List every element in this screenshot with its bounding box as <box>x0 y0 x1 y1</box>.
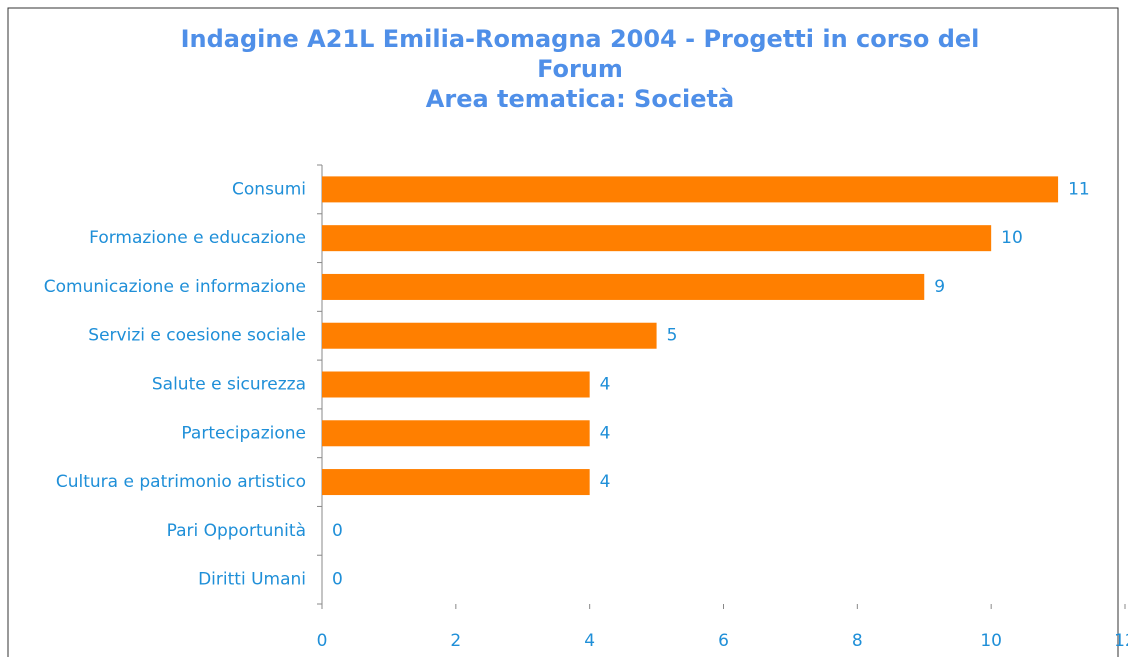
bar <box>322 322 657 349</box>
value-label: 4 <box>600 375 611 395</box>
y-tick-label: Servizi e coesione sociale <box>88 326 306 346</box>
y-tick-label: Consumi <box>232 179 306 199</box>
value-label: 0 <box>332 521 343 541</box>
chart-subtitle: Area tematica: Società <box>425 85 735 113</box>
x-tick-label: 2 <box>450 631 461 651</box>
x-tick-label: 10 <box>980 631 1002 651</box>
chart-title-block: Indagine A21L Emilia-Romagna 2004 - Prog… <box>160 24 1000 114</box>
x-tick-label: 0 <box>317 631 328 651</box>
value-label: 10 <box>1001 228 1023 248</box>
y-tick-label: Partecipazione <box>181 423 306 443</box>
y-tick-label: Cultura e patrimonio artistico <box>56 472 306 492</box>
y-tick-label: Comunicazione e informazione <box>44 277 306 297</box>
value-label: 5 <box>667 326 678 346</box>
chart-title: Indagine A21L Emilia-Romagna 2004 - Prog… <box>180 25 980 83</box>
bar <box>322 371 590 398</box>
x-tick-label: 12 <box>1114 631 1128 651</box>
y-tick-label: Salute e sicurezza <box>152 375 306 395</box>
x-tick-label: 6 <box>718 631 729 651</box>
x-tick-label: 4 <box>584 631 595 651</box>
bar <box>322 273 925 300</box>
value-label: 4 <box>600 472 611 492</box>
value-label: 4 <box>600 423 611 443</box>
bar <box>322 225 992 252</box>
x-tick-label: 8 <box>852 631 863 651</box>
y-tick-label: Diritti Umani <box>198 570 306 590</box>
y-tick-label: Pari Opportunità <box>167 521 306 541</box>
y-tick-label: Formazione e educazione <box>89 228 306 248</box>
bar <box>322 420 590 447</box>
chart-frame <box>7 7 1119 657</box>
value-label: 11 <box>1068 179 1090 199</box>
bar <box>322 469 590 496</box>
value-label: 9 <box>934 277 945 297</box>
value-label: 0 <box>332 570 343 590</box>
bar <box>322 176 1059 203</box>
